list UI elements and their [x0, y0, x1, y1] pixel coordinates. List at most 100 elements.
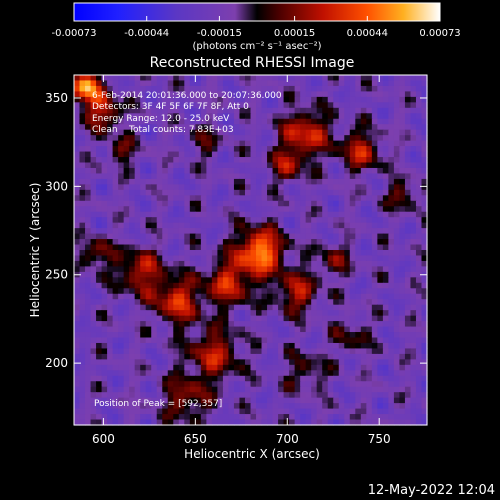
heatmap-cell — [162, 244, 169, 251]
heatmap-cell — [366, 244, 373, 251]
heatmap-cell — [239, 102, 246, 109]
heatmap-cell — [217, 102, 224, 109]
heatmap-cell — [96, 222, 103, 229]
heatmap-cell — [140, 189, 147, 196]
heatmap-cell — [244, 244, 252, 251]
heatmap-cell — [101, 85, 108, 93]
heatmap-cell — [101, 304, 108, 311]
heatmap-cell — [118, 408, 125, 415]
heatmap-cell — [222, 244, 230, 251]
heatmap-cell — [74, 342, 81, 350]
heatmap-cell — [74, 375, 81, 382]
heatmap-cell — [90, 266, 97, 273]
heatmap-cell — [377, 271, 384, 278]
heatmap-cell — [74, 118, 81, 125]
heatmap-cell — [112, 129, 119, 136]
heatmap-cell — [178, 392, 185, 399]
heatmap-cell — [272, 195, 279, 202]
heatmap-cell — [371, 233, 378, 240]
heatmap-cell — [327, 397, 334, 404]
heatmap-cell — [283, 113, 290, 120]
heatmap-cell — [371, 397, 378, 404]
heatmap-cell — [256, 211, 263, 218]
heatmap-cell — [211, 167, 219, 175]
heatmap-cell — [195, 75, 202, 82]
heatmap-cell — [173, 217, 180, 224]
heatmap-cell — [222, 135, 230, 142]
heatmap-cell — [322, 135, 329, 142]
heatmap-cell — [267, 189, 274, 196]
heatmap-cell — [305, 370, 312, 377]
heatmap-cell — [393, 151, 401, 158]
heatmap-cell — [267, 91, 274, 98]
heatmap-cell — [173, 337, 180, 344]
heatmap-cell — [294, 239, 301, 246]
heatmap-cell — [162, 124, 169, 131]
heatmap-cell — [404, 288, 412, 295]
heatmap-cell — [222, 260, 230, 268]
heatmap-cell — [211, 359, 219, 366]
heatmap-cell — [200, 293, 207, 300]
heatmap-cell — [145, 157, 152, 164]
heatmap-cell — [388, 195, 395, 202]
heatmap-cell — [311, 113, 318, 120]
heatmap-cell — [74, 184, 81, 191]
heatmap-cell — [74, 255, 81, 262]
annotation-time-range: 6-Feb-2014 20:01:36.000 to 20:07:36.000 — [92, 91, 282, 101]
heatmap-cell — [371, 140, 378, 147]
heatmap-cell — [322, 293, 329, 300]
heatmap-cell — [211, 195, 219, 202]
heatmap-cell — [156, 288, 163, 295]
heatmap-cell — [145, 359, 152, 366]
heatmap-cell — [399, 184, 406, 191]
heatmap-cell — [162, 211, 169, 218]
heatmap-cell — [344, 85, 351, 93]
heatmap-cell — [151, 299, 158, 306]
heatmap-cell — [151, 375, 158, 382]
heatmap-cell — [366, 255, 373, 262]
heatmap-cell — [322, 184, 329, 191]
heatmap-cell — [267, 124, 274, 131]
heatmap-cell — [189, 408, 196, 415]
heatmap-cell — [206, 222, 213, 229]
heatmap-cell — [167, 255, 174, 262]
heatmap-cell — [162, 162, 169, 169]
heatmap-cell — [222, 173, 230, 180]
heatmap-cell — [189, 85, 196, 93]
heatmap-cell — [421, 332, 428, 339]
heatmap-cell — [107, 162, 114, 169]
heatmap-cell — [399, 332, 406, 339]
heatmap-cell — [421, 414, 428, 421]
heatmap-cell — [327, 211, 334, 218]
heatmap-cell — [228, 244, 235, 251]
heatmap-cell — [316, 113, 323, 120]
heatmap-cell — [311, 332, 318, 339]
heatmap-cell — [399, 200, 406, 207]
heatmap-cell — [283, 419, 290, 426]
heatmap-cell — [178, 233, 185, 240]
heatmap-cell — [382, 200, 389, 207]
heatmap-cell — [300, 167, 307, 175]
heatmap-cell — [382, 102, 389, 109]
heatmap-cell — [156, 85, 163, 93]
heatmap-cell — [283, 233, 290, 240]
heatmap-cell — [112, 195, 119, 202]
heatmap-cell — [184, 282, 191, 289]
heatmap-cell — [261, 419, 268, 426]
heatmap-cell — [123, 146, 130, 153]
heatmap-cell — [360, 244, 367, 251]
heatmap-cell — [85, 85, 92, 93]
heatmap-cell — [283, 408, 290, 415]
heatmap-cell — [156, 135, 163, 142]
heatmap-cell — [123, 151, 130, 158]
heatmap-cell — [118, 255, 125, 262]
heatmap-cell — [327, 91, 334, 98]
heatmap-cell — [101, 408, 108, 415]
heatmap-cell — [294, 408, 301, 415]
heatmap-cell — [294, 107, 301, 114]
heatmap-cell — [233, 359, 241, 366]
heatmap-cell — [145, 375, 152, 382]
heatmap-cell — [311, 375, 318, 382]
